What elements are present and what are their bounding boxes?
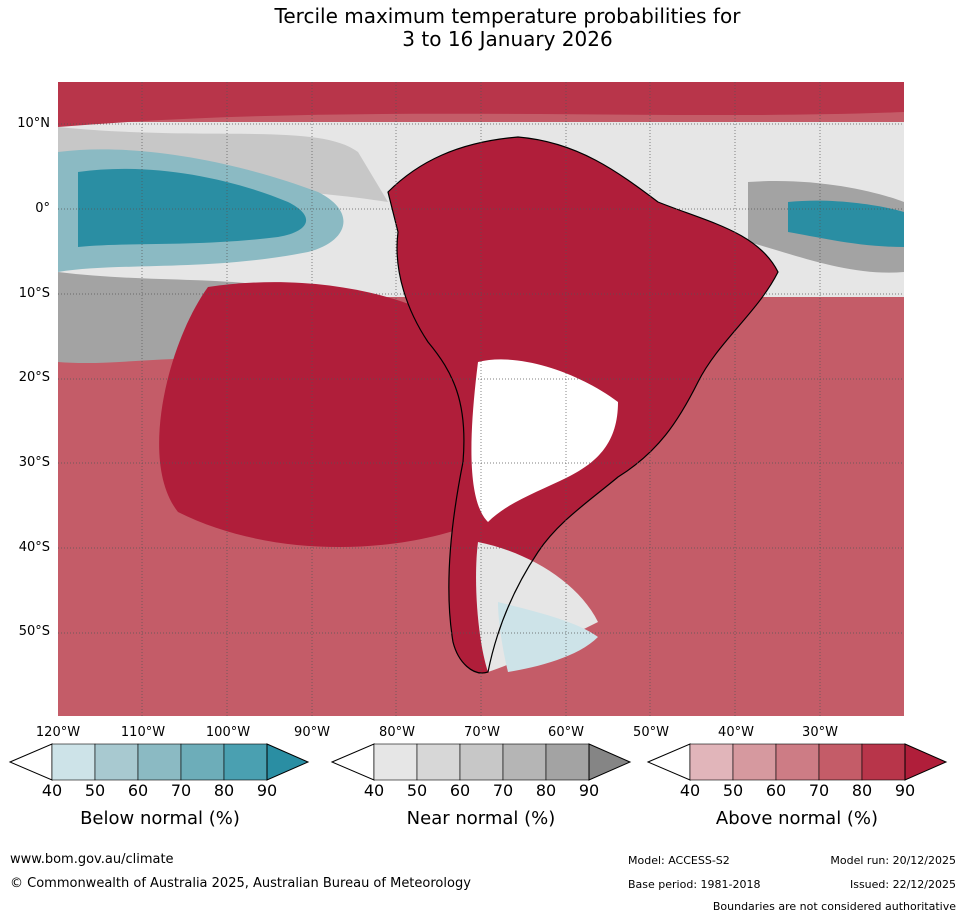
colorbar-above-80-90 (861, 743, 906, 781)
chart-title: Tercile maximum temperature probabilitie… (0, 5, 965, 51)
near-tick-80: 80 (535, 781, 557, 800)
below-tick-90: 90 (256, 781, 278, 800)
below-tick-40: 40 (41, 781, 63, 800)
above-normal-title: Above normal (%) (715, 808, 879, 829)
colorbar-near-60-70 (459, 743, 504, 781)
colorbar-above-50-60 (732, 743, 777, 781)
colorbar-near-40-50 (373, 743, 418, 781)
model-run-text: Model run: 20/12/2025 (830, 854, 956, 867)
lon-label-30w: 30°W (802, 725, 838, 740)
colorbar-below-70-80 (180, 743, 225, 781)
above-tick-40: 40 (679, 781, 701, 800)
lat-label-10n: 10°N (17, 116, 50, 131)
colorbar-below-60-70 (137, 743, 182, 781)
colorbar-near (330, 743, 632, 781)
graticule (58, 82, 904, 716)
above-tick-70: 70 (808, 781, 830, 800)
title-line-2: 3 to 16 January 2026 (402, 27, 613, 51)
lat-label-30s: 30°S (18, 455, 50, 470)
lat-label-50s: 50°S (18, 624, 50, 639)
copyright-text: © Commonwealth of Australia 2025, Austra… (10, 876, 471, 891)
colorbar-near-70-80 (502, 743, 547, 781)
southern-cone-neutral (471, 359, 618, 522)
below-tick-50: 50 (84, 781, 106, 800)
below-tick-80: 80 (213, 781, 235, 800)
bom-url[interactable]: www.bom.gov.au/climate (10, 852, 174, 867)
lat-label-40s: 40°S (18, 540, 50, 555)
colorbar-near-upper-tri (588, 743, 632, 781)
near-normal-title: Near normal (%) (406, 808, 556, 829)
patagonia-below (498, 602, 598, 672)
north-above-band (58, 82, 904, 127)
lon-label-100w: 100°W (205, 725, 251, 740)
colorbar-above-lower-tri (646, 743, 691, 781)
above-tick-60: 60 (765, 781, 787, 800)
colorbar-above-40-50 (689, 743, 734, 781)
colorbar-above-70-80 (818, 743, 863, 781)
colorbar-below-upper-tri (266, 743, 310, 781)
near-tick-90: 90 (578, 781, 600, 800)
colorbar-below (8, 743, 310, 781)
above-tick-90: 90 (894, 781, 916, 800)
above-tick-80: 80 (851, 781, 873, 800)
pacific-above-core (159, 282, 478, 547)
below-tick-60: 60 (127, 781, 149, 800)
colorbar-above-upper-tri (904, 743, 948, 781)
disclaimer-text: Boundaries are not considered authoritat… (712, 900, 956, 913)
colorbar-near-50-60 (416, 743, 461, 781)
lat-label-0: 0° (35, 201, 50, 216)
colorbar-near-80-90 (545, 743, 590, 781)
near-tick-40: 40 (363, 781, 385, 800)
below-normal-title: Below normal (%) (80, 808, 240, 829)
coastline (387, 136, 779, 674)
lon-label-70w: 70°W (464, 725, 500, 740)
below-normal-core (78, 168, 307, 247)
lon-label-80w: 80°W (379, 725, 415, 740)
map-svg (58, 82, 904, 716)
lon-label-120w: 120°W (35, 725, 81, 740)
near-tick-60: 60 (449, 781, 471, 800)
colorbar-below-50-60 (94, 743, 139, 781)
colorbar-above (646, 743, 948, 781)
colorbar-above-60-70 (775, 743, 820, 781)
title-line-1: Tercile maximum temperature probabilitie… (274, 4, 741, 28)
colorbar-below-80-90 (223, 743, 268, 781)
model-text: Model: ACCESS-S2 (628, 854, 730, 867)
probability-map (58, 82, 904, 716)
issued-text: Issued: 22/12/2025 (849, 878, 956, 891)
above-tick-50: 50 (722, 781, 744, 800)
lon-label-90w: 90°W (294, 725, 330, 740)
colorbar-below-lower-tri (8, 743, 53, 781)
lon-label-40w: 40°W (718, 725, 754, 740)
lon-label-50w: 50°W (633, 725, 669, 740)
colorbar-below-40-50 (51, 743, 96, 781)
lat-label-20s: 20°S (18, 370, 50, 385)
near-tick-50: 50 (406, 781, 428, 800)
near-tick-70: 70 (492, 781, 514, 800)
base-period-text: Base period: 1981-2018 (628, 878, 761, 891)
lat-label-10s: 10°S (18, 286, 50, 301)
colorbar-near-lower-tri (330, 743, 375, 781)
lon-label-60w: 60°W (548, 725, 584, 740)
atlantic-below-area (788, 200, 904, 247)
lon-label-110w: 110°W (120, 725, 166, 740)
below-tick-70: 70 (170, 781, 192, 800)
